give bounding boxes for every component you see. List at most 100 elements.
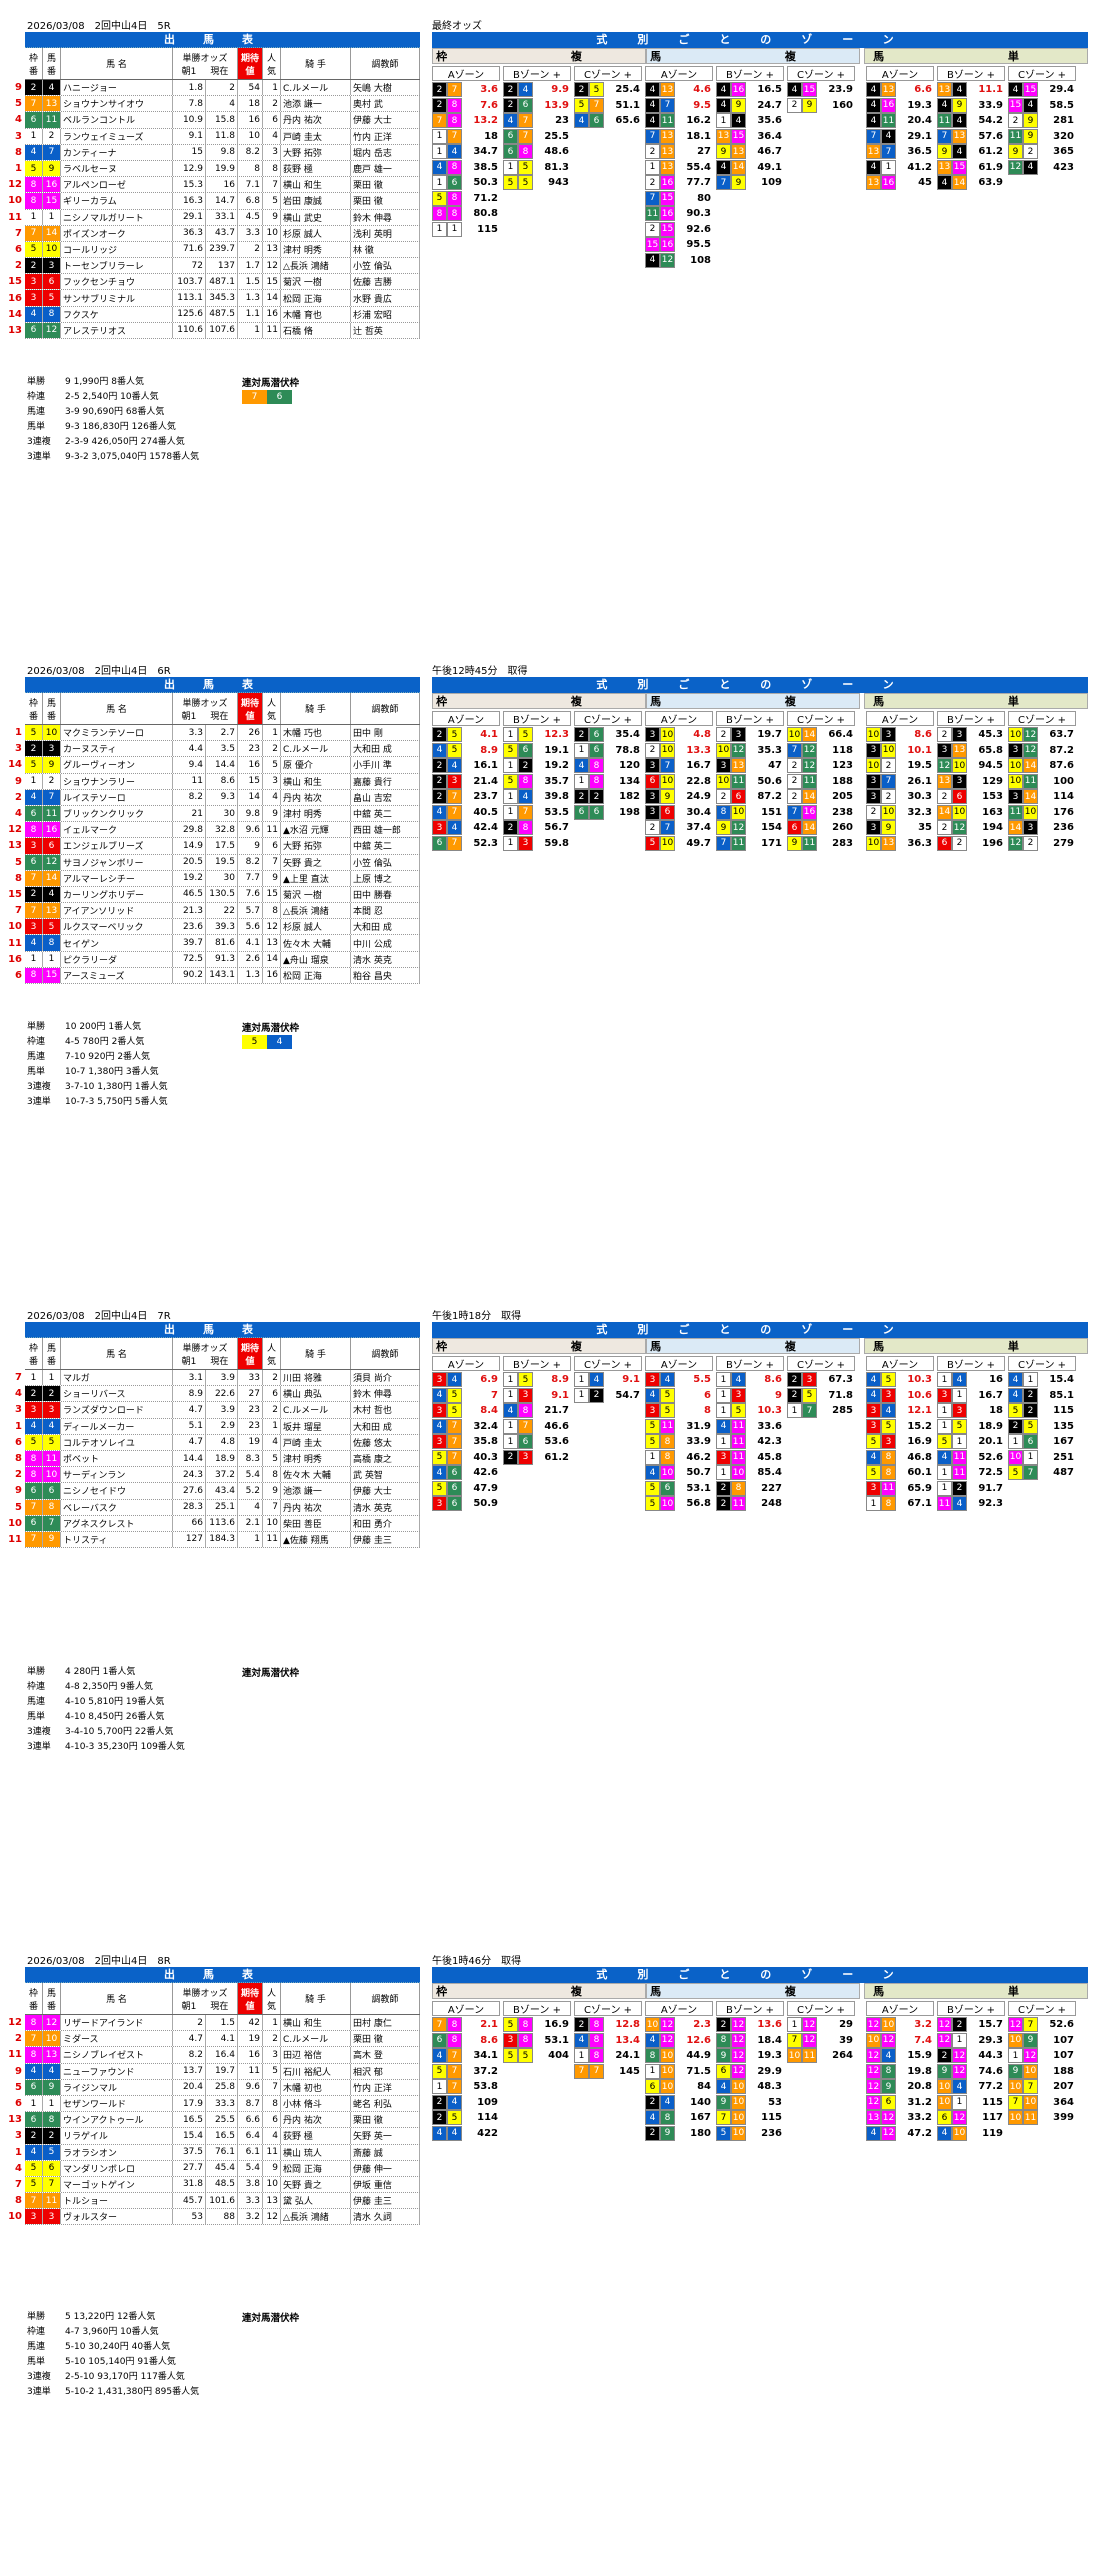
- zone-combo[interactable]: 9 10 188: [1008, 2063, 1076, 2080]
- zone-combo[interactable]: 10 12 63.7: [1008, 727, 1076, 743]
- zone-combo[interactable]: 12 1 29.3: [937, 2032, 1005, 2049]
- zone-combo[interactable]: 11 10 176: [1008, 804, 1076, 821]
- zone-combo[interactable]: 10 11 50.6: [716, 773, 784, 790]
- zone-combo[interactable]: 2 7 23.7: [432, 789, 500, 805]
- zone-combo[interactable]: 6 10 84: [645, 2079, 713, 2095]
- zone-combo[interactable]: 6 2 196: [937, 835, 1005, 852]
- zone-combo[interactable]: 2 10 13.3: [645, 742, 713, 759]
- zone-combo[interactable]: 1 3 9.1: [503, 1387, 571, 1404]
- zone-combo[interactable]: 4 8 46.8: [866, 1449, 934, 1466]
- zone-combo[interactable]: 3 4 6.9: [432, 1372, 500, 1388]
- horse-row[interactable]: 13 3 6 エンジェルブリーズ 14.9 17.5 9 6 大野 拓弥 中舘 …: [8, 838, 420, 855]
- zone-combo[interactable]: 3 13 47: [716, 758, 784, 774]
- zone-combo[interactable]: 4 8 13.4: [574, 2032, 642, 2049]
- zone-combo[interactable]: 7 13 57.6: [937, 128, 1005, 145]
- zone-combo[interactable]: 3 7 26.1: [866, 773, 934, 790]
- horse-row[interactable]: 7 7 14 ポイズンオーク 36.3 43.7 3.3 10 杉原 誠人 浅利…: [15, 225, 420, 242]
- horse-row[interactable]: 5 7 13 ショウナンサイオウ 7.8 4 18 2 池添 謙一 奥村 武: [15, 96, 420, 113]
- zone-combo[interactable]: 5 8 60.1: [866, 1465, 934, 1481]
- horse-row[interactable]: 10 3 3 ヴォルスター 53 88 3.2 12 △長浜 鴻緒 清水 久詞: [8, 2209, 420, 2226]
- zone-combo[interactable]: 4 7 32.4: [432, 1418, 500, 1435]
- zone-combo[interactable]: 11 4 54.2: [937, 113, 1005, 129]
- zone-combo[interactable]: 1 4 8.6: [716, 1372, 784, 1388]
- zone-combo[interactable]: 7 10 115: [716, 2110, 784, 2126]
- zone-combo[interactable]: 4 8 120: [574, 758, 642, 774]
- zone-combo[interactable]: 4 10 50.7: [645, 1465, 713, 1481]
- horse-row[interactable]: 1 4 4 ディールメーカー 5.1 2.9 23 1 坂井 瑠星 大和田 成: [15, 1418, 420, 1435]
- zone-combo[interactable]: 4 9 33.9: [937, 97, 1005, 114]
- zone-combo[interactable]: 5 5 404: [503, 2048, 571, 2064]
- zone-combo[interactable]: 13 16 45: [866, 175, 934, 191]
- horse-row[interactable]: 15 2 4 カーリングホリデー 46.5 130.5 7.6 15 菊沢 一樹…: [8, 886, 420, 904]
- zone-combo[interactable]: 5 10 236: [716, 2125, 784, 2142]
- zone-combo[interactable]: 10 11 100: [1008, 773, 1076, 790]
- zone-combo[interactable]: 4 11 20.4: [866, 113, 934, 129]
- zone-combo[interactable]: 10 4 77.2: [937, 2079, 1005, 2095]
- zone-combo[interactable]: 2 12 194: [937, 820, 1005, 836]
- horse-row[interactable]: 11 1 1 ニシノマルガリート 29.1 33.1 4.5 9 横山 武史 鈴…: [8, 209, 420, 226]
- zone-combo[interactable]: 10 1 115: [937, 2094, 1005, 2111]
- horse-row[interactable]: 4 6 11 ベルランコントル 10.9 15.8 16 6 丹内 祐次 伊藤 …: [15, 112, 420, 129]
- zone-combo[interactable]: 4 12 47.2: [866, 2125, 934, 2142]
- horse-row[interactable]: 6 5 10 コールリッジ 71.6 239.7 2 13 津村 明秀 林 徹: [15, 241, 420, 259]
- zone-combo[interactable]: 1 7 53.5: [503, 804, 571, 821]
- zone-combo[interactable]: 2 4 109: [432, 2094, 500, 2111]
- zone-combo[interactable]: 2 5 135: [1008, 1418, 1076, 1435]
- horse-row[interactable]: 12 8 16 イェルマーク 29.8 32.8 9.6 11 ▲水沼 元輝 西…: [8, 822, 420, 839]
- zone-combo[interactable]: 4 13 4.6: [645, 82, 713, 98]
- horse-row[interactable]: 7 7 13 アイアンソリッド 21.3 22 5.7 8 △長浜 鴻緒 本間 …: [15, 903, 420, 920]
- zone-combo[interactable]: 2 11 188: [787, 773, 855, 790]
- horse-row[interactable]: 9 1 2 ショウナンラリー 11 8.6 15 3 横山 和生 嘉藤 貴行: [15, 773, 420, 790]
- zone-combo[interactable]: 2 5 25.4: [574, 82, 642, 98]
- zone-combo[interactable]: 1 2 54.7: [574, 1387, 642, 1404]
- zone-combo[interactable]: 10 13 36.3: [866, 835, 934, 852]
- zone-combo[interactable]: 4 4 422: [432, 2125, 500, 2142]
- zone-combo[interactable]: 7 11 171: [716, 835, 784, 852]
- horse-row[interactable]: 3 3 3 ランズダウンロード 4.7 3.9 23 2 C.ルメール 木村 哲…: [15, 1402, 420, 1419]
- zone-combo[interactable]: 3 8 53.1: [503, 2032, 571, 2049]
- zone-combo[interactable]: 3 14 114: [1008, 789, 1076, 805]
- zone-combo[interactable]: 4 10 119: [937, 2125, 1005, 2142]
- zone-combo[interactable]: 10 11 399: [1008, 2110, 1076, 2126]
- zone-combo[interactable]: 5 3 16.9: [866, 1434, 934, 1450]
- horse-row[interactable]: 9 4 4 ニューファウンド 13.7 19.7 11 5 石川 裕紀人 相沢 …: [15, 2063, 420, 2080]
- horse-row[interactable]: 1 4 5 ラオラシオン 37.5 76.1 6.1 11 横山 琉人 斎藤 誠: [15, 2144, 420, 2161]
- zone-combo[interactable]: 1 12 29: [787, 2017, 855, 2033]
- zone-combo[interactable]: 13 7 36.5: [866, 144, 934, 160]
- zone-combo[interactable]: 12 10 94.5: [937, 758, 1005, 774]
- zone-combo[interactable]: 4 13 6.6: [866, 82, 934, 98]
- zone-combo[interactable]: 3 1 16.7: [937, 1387, 1005, 1404]
- zone-combo[interactable]: 6 10 22.8: [645, 773, 713, 790]
- zone-combo[interactable]: 2 3 67.3: [787, 1372, 855, 1388]
- zone-combo[interactable]: 4 15 23.9: [787, 82, 855, 98]
- zone-combo[interactable]: 4 1 15.4: [1008, 1372, 1076, 1388]
- horse-row[interactable]: 9 6 6 ニシノセイドウ 27.6 43.4 5.2 9 池添 謙一 伊藤 大…: [15, 1483, 420, 1500]
- zone-combo[interactable]: 3 6 50.9: [432, 1496, 500, 1512]
- zone-combo[interactable]: 2 12 44.3: [937, 2048, 1005, 2064]
- zone-combo[interactable]: 1 5 12.3: [503, 727, 571, 743]
- zone-combo[interactable]: 2 9 281: [1008, 113, 1076, 129]
- zone-combo[interactable]: 9 4 61.2: [937, 144, 1005, 160]
- zone-combo[interactable]: 12 8 19.8: [866, 2063, 934, 2080]
- zone-combo[interactable]: 2 11 248: [716, 1496, 784, 1512]
- zone-combo[interactable]: 1 7 46.6: [503, 1418, 571, 1435]
- zone-combo[interactable]: 2 8 12.8: [574, 2017, 642, 2033]
- zone-combo[interactable]: 4 6 42.6: [432, 1465, 500, 1481]
- zone-combo[interactable]: 8 12 18.4: [716, 2032, 784, 2049]
- zone-combo[interactable]: 1 7 18: [432, 128, 500, 145]
- zone-combo[interactable]: 3 12 87.2: [1008, 742, 1076, 759]
- horse-row[interactable]: 10 6 7 アグネスクレスト 66 113.6 2.1 10 柴田 善臣 和田…: [8, 1515, 420, 1532]
- zone-combo[interactable]: 12 2 15.7: [937, 2017, 1005, 2033]
- zone-combo[interactable]: 4 12 108: [645, 252, 713, 269]
- zone-combo[interactable]: 4 11 33.6: [716, 1418, 784, 1435]
- zone-combo[interactable]: 4 7 23: [503, 113, 571, 129]
- zone-combo[interactable]: 8 10 44.9: [645, 2048, 713, 2064]
- zone-combo[interactable]: 5 2 115: [1008, 1403, 1076, 1419]
- zone-combo[interactable]: 4 5 6: [645, 1387, 713, 1404]
- zone-combo[interactable]: 4 14 63.9: [937, 175, 1005, 191]
- zone-combo[interactable]: 2 8 227: [716, 1480, 784, 1497]
- zone-combo[interactable]: 7 7 145: [574, 2063, 642, 2080]
- horse-row[interactable]: 13 6 12 アレステリオス 110.6 107.6 1 11 石橋 脩 辻 …: [8, 322, 420, 339]
- zone-combo[interactable]: 6 6 198: [574, 804, 642, 821]
- zone-combo[interactable]: 3 2 30.3: [866, 789, 934, 805]
